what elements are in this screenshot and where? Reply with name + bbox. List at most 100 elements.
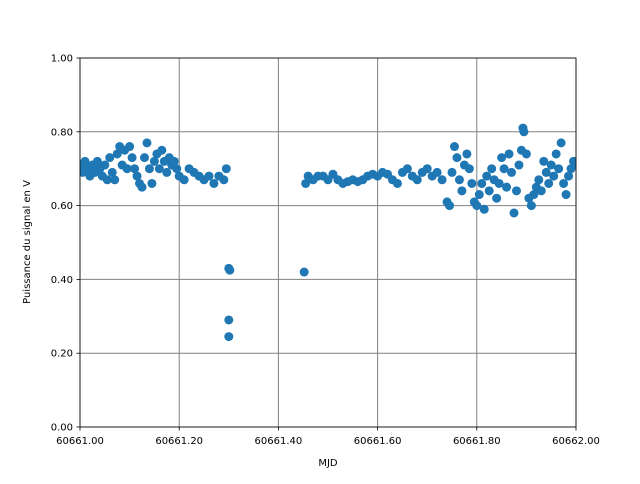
point: [204, 171, 214, 181]
point: [105, 153, 115, 163]
point: [477, 178, 487, 188]
point: [80, 156, 90, 166]
point: [511, 186, 521, 196]
x-tick-label: 60661.80: [453, 436, 501, 447]
point: [125, 142, 135, 152]
x-tick-label: 60662.00: [552, 436, 600, 447]
point: [445, 201, 455, 211]
point: [571, 160, 576, 170]
point: [457, 186, 467, 196]
point: [149, 156, 159, 166]
x-tick-label: 60661.20: [155, 436, 203, 447]
point: [504, 149, 514, 159]
point: [509, 208, 519, 218]
point: [559, 178, 569, 188]
point: [487, 164, 497, 174]
point: [154, 164, 164, 174]
point: [224, 332, 234, 342]
point: [526, 201, 536, 211]
x-tick-label: 60661.00: [56, 436, 104, 447]
point: [452, 153, 462, 163]
point: [546, 160, 556, 170]
point: [122, 164, 132, 174]
point: [172, 164, 182, 174]
point: [556, 138, 566, 148]
point: [127, 153, 137, 163]
y-tick-label: 0.80: [51, 127, 73, 138]
point: [521, 149, 531, 159]
point: [225, 265, 235, 275]
point: [449, 142, 459, 152]
y-tick-label: 0.20: [51, 349, 73, 360]
point: [529, 190, 539, 200]
point: [467, 178, 477, 188]
point: [412, 175, 422, 185]
y-axis-label: Puissance du signal en V: [22, 180, 33, 304]
point: [534, 175, 544, 185]
point: [544, 178, 554, 188]
point: [301, 178, 311, 188]
point: [100, 160, 110, 170]
point: [144, 164, 154, 174]
points: [80, 123, 576, 342]
point: [564, 171, 574, 181]
point: [474, 190, 484, 200]
point: [179, 175, 189, 185]
point: [479, 204, 489, 214]
y-tick-label: 0.60: [51, 201, 73, 212]
point: [157, 145, 167, 155]
point: [484, 186, 494, 196]
point: [472, 201, 482, 211]
point: [447, 167, 457, 177]
point: [541, 167, 551, 177]
point: [142, 138, 152, 148]
point: [536, 186, 546, 196]
point: [209, 178, 219, 188]
point: [132, 171, 142, 181]
point: [221, 164, 231, 174]
point: [519, 127, 529, 137]
point: [539, 156, 549, 166]
point: [514, 160, 524, 170]
point: [502, 182, 512, 192]
point: [169, 156, 179, 166]
point: [139, 153, 149, 163]
x-axis-label: MJD: [318, 458, 338, 469]
point: [494, 178, 504, 188]
point: [432, 167, 442, 177]
point: [551, 149, 561, 159]
x-tick-label: 60661.60: [354, 436, 402, 447]
point: [507, 167, 517, 177]
y-tick-label: 1.00: [51, 54, 73, 65]
point: [137, 182, 147, 192]
point: [561, 190, 571, 200]
point: [162, 167, 172, 177]
point: [464, 164, 474, 174]
point: [107, 167, 117, 177]
point: [130, 164, 140, 174]
point: [92, 156, 102, 166]
point: [392, 178, 402, 188]
point: [402, 164, 412, 174]
point: [112, 149, 122, 159]
point: [554, 164, 564, 174]
x-tick-label: 60661.40: [255, 436, 303, 447]
point: [462, 149, 472, 159]
point: [499, 164, 509, 174]
point: [549, 171, 559, 181]
point: [299, 267, 309, 277]
point: [437, 175, 447, 185]
point: [147, 178, 157, 188]
y-tick-label: 0.40: [51, 275, 73, 286]
axes-frame: [79, 57, 577, 428]
point: [482, 171, 492, 181]
ticks: 60661.00 60661.20 60661.40 60661.60 60661.80…: [51, 54, 600, 448]
point: [219, 175, 229, 185]
y-tick-label: 0.00: [51, 423, 73, 434]
point: [454, 175, 464, 185]
point: [102, 175, 112, 185]
point: [422, 164, 432, 174]
point: [224, 315, 234, 325]
